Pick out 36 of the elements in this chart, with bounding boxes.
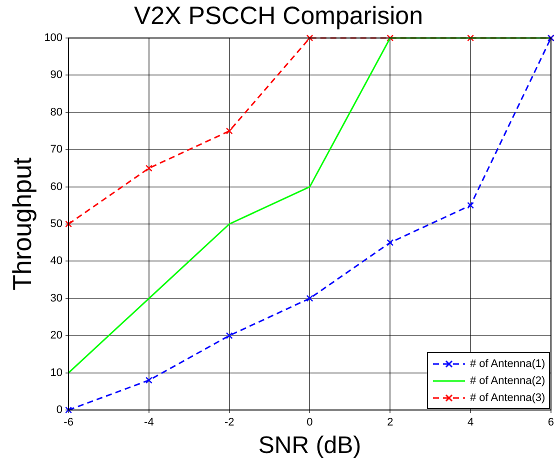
y-tick-label: 50 [50, 218, 63, 230]
point [467, 34, 474, 42]
point [386, 34, 394, 42]
point [146, 164, 152, 172]
x-tick-label: 0 [306, 416, 313, 429]
y-axis-title: Throughput [6, 156, 37, 290]
legend-label: # of Antenna(1) [470, 358, 546, 370]
point [146, 376, 152, 384]
x-axis-title: SNR (dB) [258, 432, 362, 460]
y-tick-label: 80 [50, 106, 63, 118]
x-tick-label: -6 [64, 416, 74, 429]
point [386, 239, 394, 246]
x-tick-label: -4 [144, 416, 154, 429]
x-tick-label: 4 [467, 416, 474, 429]
y-tick-label: 10 [50, 366, 63, 379]
y-tick-label: 40 [50, 255, 63, 268]
point [306, 34, 314, 42]
y-tick-label: 70 [50, 144, 63, 156]
legend-label: # of Antenna(2) [470, 374, 546, 386]
chart-title: V2X PSCCH Comparision [134, 2, 423, 30]
y-tick-label: 30 [50, 292, 63, 304]
y-tick-label: 20 [50, 330, 63, 342]
y-tick-label: 60 [50, 180, 63, 193]
y-tick-label: 0 [56, 404, 63, 416]
x-tick-label: 6 [548, 416, 554, 429]
point [467, 202, 474, 209]
y-tick-label: 100 [44, 32, 63, 44]
legend-label: # of Antenna(3) [470, 392, 546, 404]
point [65, 406, 72, 414]
point [306, 294, 314, 302]
x-tick-label: 2 [387, 416, 394, 429]
x-tick-label: -2 [224, 416, 234, 429]
point [226, 332, 233, 340]
point [65, 220, 72, 228]
point [226, 128, 233, 134]
y-tick-label: 90 [50, 69, 63, 82]
